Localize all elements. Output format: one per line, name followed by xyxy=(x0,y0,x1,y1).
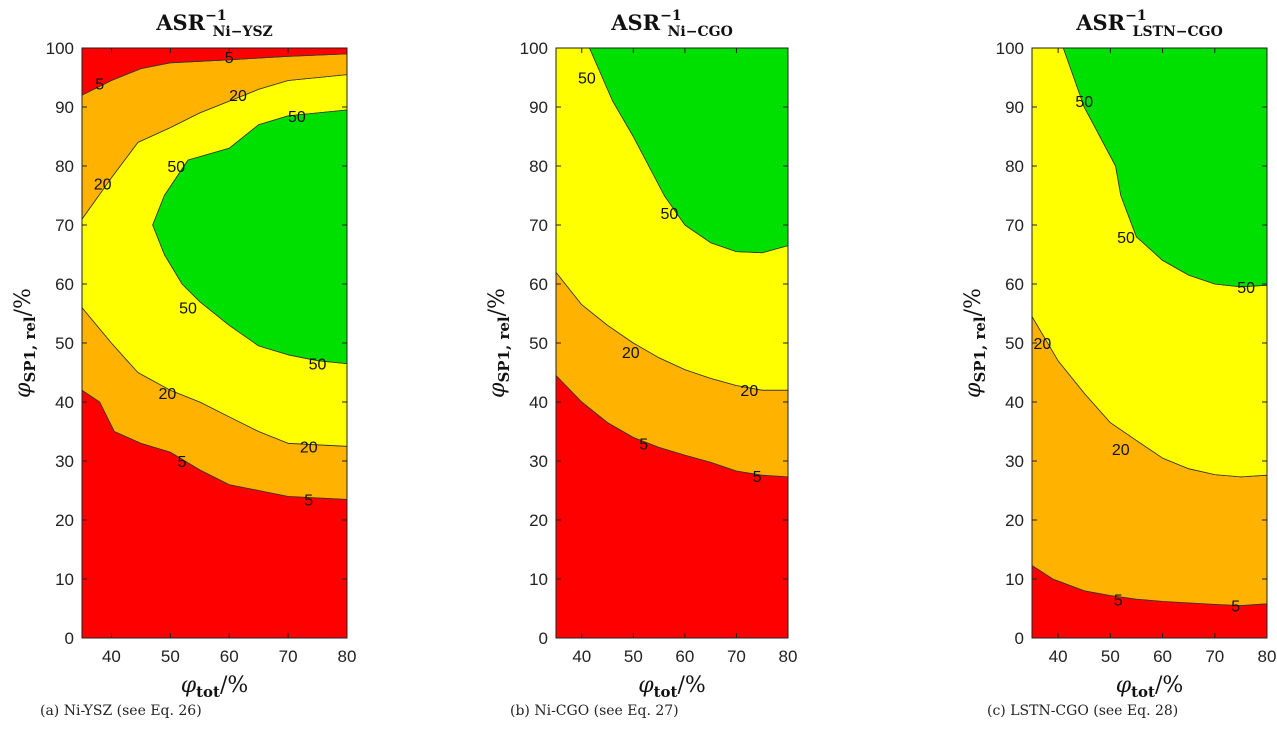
y-tick-label: 0 xyxy=(1015,629,1024,648)
x-axis-label: φtot/% xyxy=(181,673,249,701)
contour-label: 50 xyxy=(288,109,306,126)
contour-label: 50 xyxy=(309,357,327,374)
contour-label: 20 xyxy=(158,386,176,403)
contour-label: 20 xyxy=(740,383,758,400)
y-tick-label: 80 xyxy=(1005,157,1024,176)
y-tick-label: 80 xyxy=(529,157,548,176)
x-tick-label: 80 xyxy=(1258,647,1277,666)
contour-label: 5 xyxy=(1231,599,1240,616)
y-tick-label: 60 xyxy=(529,275,548,294)
contour-label: 50 xyxy=(1117,230,1135,247)
contour-label: 5 xyxy=(304,492,313,509)
y-tick-label: 70 xyxy=(1005,216,1024,235)
contour-label: 5 xyxy=(753,469,762,486)
y-tick-label: 100 xyxy=(520,39,548,58)
x-tick-label: 60 xyxy=(1153,647,1172,666)
panel-lstn-cgo: 0 10 20 30 40 50 60 70 80 90 100 40 50 60 70 80 5 5 20 20 50… xyxy=(961,8,1276,701)
y-tick-label: 20 xyxy=(55,511,74,530)
y-tick-label: 50 xyxy=(1005,334,1024,353)
y-tick-label: 40 xyxy=(1005,393,1024,412)
y-tick-label: 90 xyxy=(529,98,548,117)
y-tick-label: 50 xyxy=(55,334,74,353)
y-axis-label: φSP1, rel/% xyxy=(961,288,989,398)
contour-label: 50 xyxy=(1075,94,1093,111)
y-tick-label: 70 xyxy=(55,216,74,235)
y-tick-label: 90 xyxy=(55,98,74,117)
contour-label: 50 xyxy=(179,301,197,318)
x-tick-label: 80 xyxy=(338,647,357,666)
y-tick-label: 10 xyxy=(529,570,548,589)
x-tick-label: 70 xyxy=(727,647,746,666)
y-tick-label: 20 xyxy=(529,511,548,530)
caption-b: (b) Ni-CGO (see Eq. 27) xyxy=(510,703,679,719)
contour-region-red xyxy=(82,48,347,96)
contour-region-green xyxy=(152,109,347,365)
contour-label: 5 xyxy=(95,76,104,93)
x-tick-label: 50 xyxy=(161,647,180,666)
x-tick-label: 60 xyxy=(220,647,239,666)
chart-title: ASR−1 Ni−YSZ xyxy=(155,8,273,40)
y-tick-label: 30 xyxy=(529,452,548,471)
y-tick-label: 70 xyxy=(529,216,548,235)
contour-region-green xyxy=(1062,48,1267,288)
x-axis-label: φtot/% xyxy=(1116,673,1184,701)
y-tick-label: 30 xyxy=(55,452,74,471)
y-tick-label: 100 xyxy=(46,39,74,58)
y-axis-label: φSP1, rel/% xyxy=(485,288,513,398)
contour-label: 50 xyxy=(661,206,679,223)
y-tick-label: 40 xyxy=(529,393,548,412)
contour-label: 20 xyxy=(300,439,318,456)
y-tick-label: 0 xyxy=(65,629,74,648)
contour-label: 50 xyxy=(578,71,596,88)
y-tick-label: 80 xyxy=(55,157,74,176)
panel-ni-ysz: 0 10 20 30 40 50 60 70 80 90 100 40 50 60 70 80 5 5 20 20 50… xyxy=(11,8,356,701)
contour-region-green xyxy=(589,48,788,254)
y-tick-label: 40 xyxy=(55,393,74,412)
contour-fills xyxy=(556,48,788,638)
contour-label: 5 xyxy=(639,436,648,453)
chart-title: ASR−1 Ni−CGO xyxy=(610,8,733,40)
contour-label: 50 xyxy=(1237,280,1255,297)
contour-label: 5 xyxy=(178,454,187,471)
y-tick-label: 90 xyxy=(1005,98,1024,117)
y-tick-label: 10 xyxy=(1005,570,1024,589)
x-tick-label: 70 xyxy=(279,647,298,666)
x-tick-label: 60 xyxy=(675,647,694,666)
y-axis-label: φSP1, rel/% xyxy=(11,288,39,398)
y-tick-label: 100 xyxy=(996,39,1024,58)
contour-label: 5 xyxy=(225,50,234,67)
caption-c: (c) LSTN-CGO (see Eq. 28) xyxy=(987,703,1179,719)
panel-ni-cgo: 0 10 20 30 40 50 60 70 80 90 100 40 50 60 70 80 5 5 20 20 50… xyxy=(485,8,797,701)
y-tick-label: 30 xyxy=(1005,452,1024,471)
contour-label: 20 xyxy=(94,177,112,194)
x-tick-label: 80 xyxy=(779,647,798,666)
y-tick-label: 10 xyxy=(55,570,74,589)
contour-fills xyxy=(1032,48,1267,638)
x-tick-label: 70 xyxy=(1205,647,1224,666)
chart-title: ASR−1 LSTN−CGO xyxy=(1075,8,1223,40)
x-tick-label: 40 xyxy=(1049,647,1068,666)
contour-label: 20 xyxy=(229,88,247,105)
x-tick-label: 50 xyxy=(1101,647,1120,666)
x-tick-label: 40 xyxy=(102,647,121,666)
contour-label: 50 xyxy=(167,159,185,176)
caption-a: (a) Ni-YSZ (see Eq. 26) xyxy=(40,703,202,719)
y-tick-label: 50 xyxy=(529,334,548,353)
y-tick-label: 0 xyxy=(539,629,548,648)
contour-label: 5 xyxy=(1114,593,1123,610)
contour-fills xyxy=(82,48,347,638)
y-tick-label: 60 xyxy=(1005,275,1024,294)
x-tick-label: 40 xyxy=(572,647,591,666)
contour-label: 20 xyxy=(1034,336,1052,353)
y-tick-label: 60 xyxy=(55,275,74,294)
contour-label: 20 xyxy=(622,345,640,362)
x-axis-label: φtot/% xyxy=(638,673,706,701)
y-tick-label: 20 xyxy=(1005,511,1024,530)
x-tick-label: 50 xyxy=(624,647,643,666)
contour-label: 20 xyxy=(1112,442,1130,459)
